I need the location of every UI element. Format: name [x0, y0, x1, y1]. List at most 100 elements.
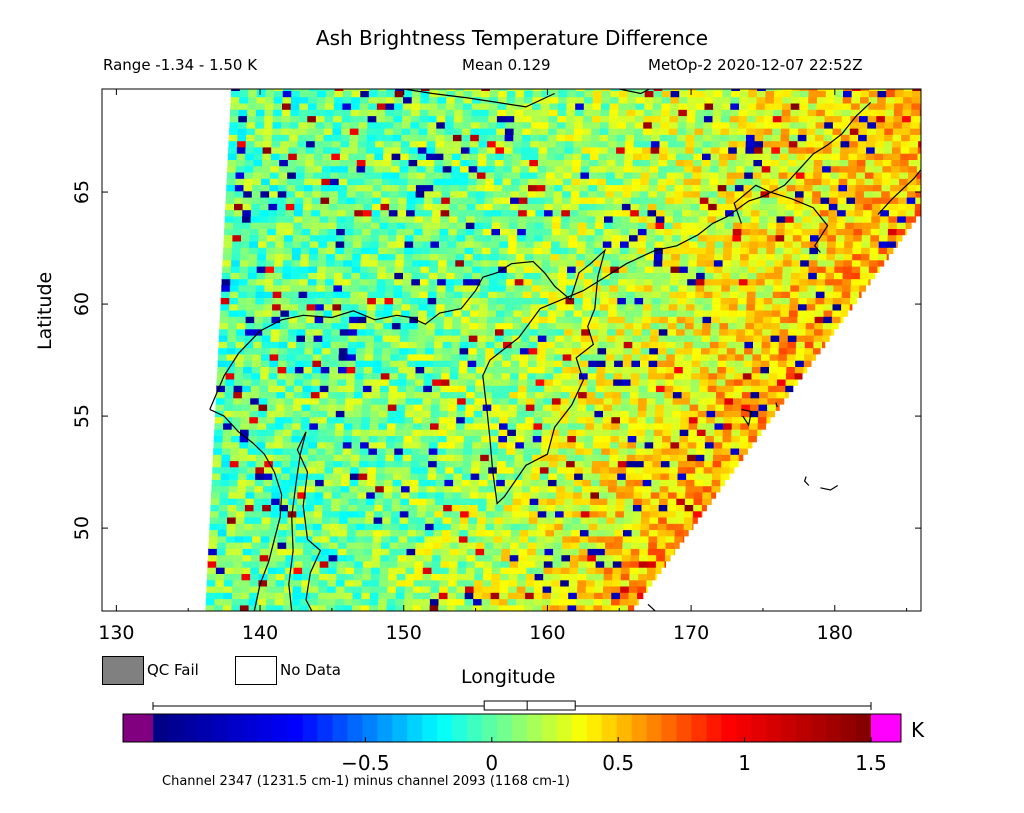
heatmap-cell [396, 404, 406, 411]
heatmap-cell [304, 347, 314, 355]
heatmap-cell [625, 303, 635, 311]
heatmap-cell [499, 240, 509, 248]
heatmap-cell [328, 567, 338, 574]
heatmap-cell [673, 372, 684, 380]
heatmap-cell [447, 240, 457, 248]
heatmap-cell [313, 347, 323, 355]
heatmap-cell [613, 548, 623, 556]
heatmap-cell [408, 165, 418, 173]
heatmap-cell [663, 410, 673, 418]
heatmap-cell [681, 228, 691, 236]
heatmap-cell [779, 159, 789, 167]
heatmap-cell [887, 234, 897, 242]
heatmap-cell [566, 454, 576, 462]
heatmap-cell [670, 447, 680, 455]
heatmap-cell [455, 598, 465, 606]
heatmap-cell [538, 146, 548, 154]
heatmap-cell [897, 209, 907, 217]
heatmap-cell [261, 510, 271, 518]
heatmap-cell [283, 598, 293, 606]
heatmap-cell [732, 240, 742, 248]
heatmap-cell [579, 197, 589, 204]
heatmap-cell [234, 190, 244, 198]
heatmap-cell [534, 404, 544, 411]
heatmap-cell [692, 171, 702, 179]
heatmap-cell [397, 215, 407, 223]
heatmap-cell [726, 184, 736, 192]
heatmap-cell [521, 498, 531, 505]
heatmap-cell [373, 165, 383, 173]
heatmap-cell [411, 272, 421, 280]
heatmap-cell [571, 360, 581, 367]
heatmap-cell [766, 247, 776, 255]
heatmap-cell [211, 491, 221, 499]
heatmap-cell [476, 184, 486, 192]
heatmap-cell [726, 360, 736, 367]
heatmap-cell [222, 259, 232, 267]
heatmap-cell [433, 523, 443, 531]
heatmap-cell [281, 454, 292, 462]
heatmap-cell [586, 228, 596, 236]
heatmap-cell [570, 372, 580, 380]
heatmap-cell [261, 165, 271, 173]
heatmap-cell [325, 441, 335, 449]
heatmap-cell [239, 604, 250, 611]
heatmap-cell [740, 429, 750, 436]
heatmap-cell [384, 473, 394, 480]
heatmap-cell [421, 598, 431, 606]
heatmap-cell [589, 171, 599, 179]
heatmap-cell [330, 178, 340, 186]
heatmap-cell [245, 328, 255, 336]
heatmap-cell [665, 542, 675, 549]
heatmap-cell [607, 153, 617, 160]
heatmap-cell [514, 278, 524, 286]
heatmap-cell [519, 366, 529, 374]
heatmap-cell [344, 404, 354, 411]
heatmap-cell [425, 510, 435, 518]
heatmap-cell [768, 203, 778, 211]
heatmap-cell [253, 498, 263, 505]
heatmap-cell [276, 560, 286, 568]
heatmap-cell [761, 347, 771, 355]
heatmap-cell [520, 165, 530, 173]
heatmap-cell [225, 378, 235, 386]
heatmap-cell [749, 234, 759, 242]
heatmap-cell [714, 422, 724, 430]
heatmap-cell [419, 291, 429, 298]
heatmap-cell [390, 184, 400, 192]
heatmap-cell [450, 535, 460, 543]
heatmap-cell [861, 234, 871, 242]
heatmap-cell [454, 272, 464, 280]
heatmap-cell [297, 316, 307, 324]
heatmap-cell [488, 460, 498, 468]
heatmap-cell [409, 146, 419, 154]
heatmap-cell [328, 548, 339, 556]
heatmap-cell [648, 372, 658, 380]
heatmap-cell [562, 360, 572, 367]
heatmap-cell [273, 278, 283, 286]
heatmap-cell [217, 360, 227, 367]
heatmap-cell [889, 190, 899, 198]
heatmap-cell [305, 498, 315, 505]
heatmap-cell [683, 171, 693, 179]
heatmap-cell [665, 535, 675, 543]
heatmap-cell [545, 184, 555, 192]
heatmap-cell [526, 573, 536, 581]
heatmap-cell [702, 491, 712, 499]
heatmap-cell [223, 592, 233, 600]
heatmap-cell [742, 385, 752, 393]
heatmap-cell [544, 378, 554, 386]
heatmap-cell [386, 441, 396, 449]
heatmap-cell [492, 378, 502, 386]
heatmap-cell [742, 378, 752, 386]
heatmap-cell [676, 153, 686, 160]
heatmap-cell [413, 404, 423, 411]
heatmap-cell [297, 146, 307, 154]
heatmap-cell [446, 435, 456, 443]
heatmap-cell [258, 228, 268, 236]
heatmap-cell [224, 397, 234, 405]
heatmap-cell [862, 222, 872, 229]
heatmap-cell [466, 548, 477, 556]
heatmap-cell [525, 579, 535, 587]
heatmap-cell [738, 454, 744, 462]
